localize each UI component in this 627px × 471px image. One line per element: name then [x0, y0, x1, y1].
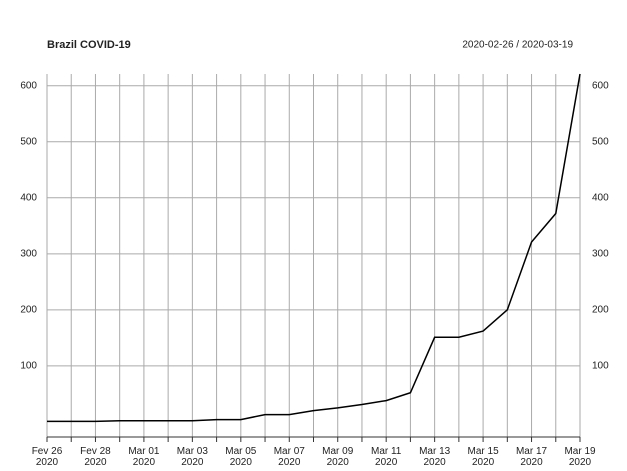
y-tick-label: 100 — [20, 360, 37, 371]
y-tick-label: 400 — [20, 192, 37, 203]
chart-subtitle: 2020-02-26 / 2020-03-19 — [462, 40, 573, 51]
x-tick-label: Mar 15 2020 — [468, 446, 500, 468]
x-tick-label: Mar 01 2020 — [128, 446, 160, 468]
y2-tick-label: 400 — [592, 192, 609, 203]
data-line — [47, 73, 581, 423]
x-tick-label: Mar 07 2020 — [274, 446, 306, 468]
x-tick-label: Mar 19 2020 — [564, 446, 596, 468]
x-tick-label: Fev 26 2020 — [32, 446, 63, 468]
x-tick-label: Mar 17 2020 — [516, 446, 548, 468]
x-tick-label: Mar 05 2020 — [225, 446, 257, 468]
y-tick-label: 600 — [20, 80, 37, 91]
y-tick-label: 300 — [20, 248, 37, 259]
y-tick-label: 500 — [20, 136, 37, 147]
chart-title: Brazil COVID-19 — [47, 39, 131, 51]
y2-tick-label: 200 — [592, 304, 609, 315]
x-tick-label: Mar 13 2020 — [419, 446, 451, 468]
x-tick-label: Fev 28 2020 — [80, 446, 111, 468]
y2-tick-label: 300 — [592, 248, 609, 259]
x-tick-label: Mar 11 2020 — [371, 446, 402, 468]
y2-tick-label: 600 — [592, 80, 609, 91]
y2-tick-label: 500 — [592, 136, 609, 147]
x-tick-label: Mar 09 2020 — [322, 446, 354, 468]
y2-tick-label: 100 — [592, 360, 609, 371]
x-tick-label: Mar 03 2020 — [177, 446, 209, 468]
y-tick-label: 200 — [20, 304, 37, 315]
